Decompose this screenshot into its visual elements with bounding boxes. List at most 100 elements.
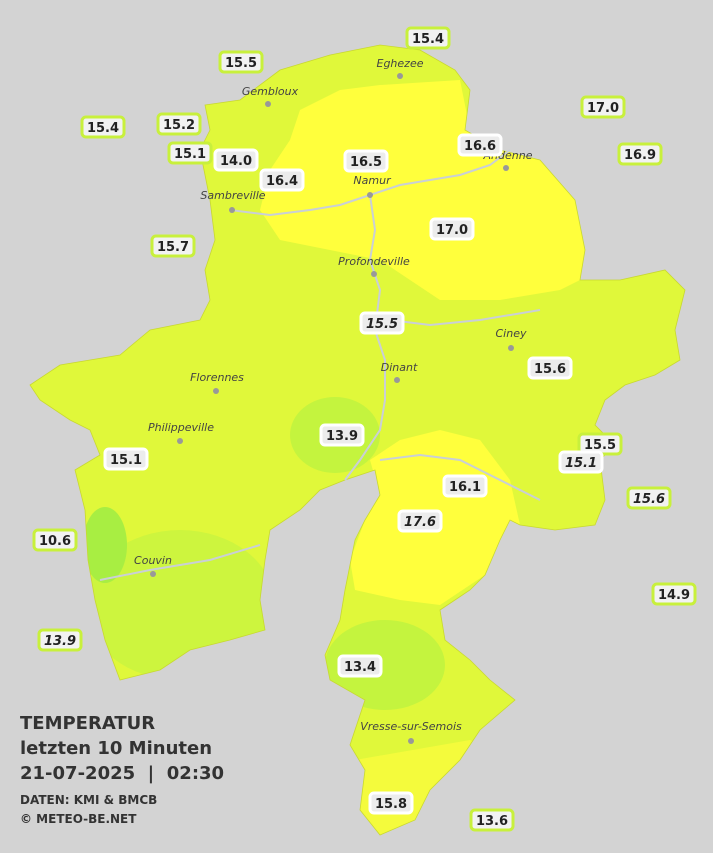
warm-zone	[260, 80, 585, 300]
station-box	[213, 148, 259, 172]
station-value: 17.0	[587, 101, 619, 116]
station: 15.2	[156, 112, 202, 136]
station-value: 15.1	[565, 456, 597, 471]
station-value: 14.9	[658, 588, 690, 603]
station: 13.6	[469, 808, 515, 832]
station: 15.1	[558, 450, 604, 474]
station-value: 17.0	[436, 223, 468, 238]
station: 15.5	[577, 432, 623, 456]
station-box	[37, 628, 83, 652]
city-label: Sambreville	[200, 189, 265, 202]
river	[99, 544, 261, 581]
city-dot	[265, 101, 271, 107]
station: 16.9	[617, 142, 663, 166]
city-dot	[508, 345, 514, 351]
station: 17.6	[397, 509, 443, 533]
station-value: 13.9	[44, 634, 76, 649]
station: 15.6	[626, 486, 672, 510]
station-box	[319, 423, 365, 447]
station-value: 16.4	[266, 174, 298, 189]
rivers	[99, 149, 541, 581]
station-box	[150, 234, 196, 258]
station: 15.1	[167, 141, 213, 165]
city-label: Eghezee	[377, 57, 424, 70]
city-dot	[213, 388, 219, 394]
station-box	[397, 509, 443, 533]
station-box	[80, 115, 126, 139]
city-dot	[229, 207, 235, 213]
station-box	[103, 447, 149, 471]
station-box	[558, 450, 604, 474]
station-value: 13.4	[344, 660, 376, 675]
station: 14.0	[213, 148, 259, 172]
cool-zone	[325, 620, 445, 710]
station-box	[651, 582, 697, 606]
station: 16.4	[259, 168, 305, 192]
city-label: Couvin	[134, 554, 172, 567]
city-dot	[408, 738, 414, 744]
city-dot	[367, 192, 373, 198]
station-value: 15.5	[225, 56, 257, 71]
legend-subtitle: letzten 10 Minuten	[20, 738, 212, 759]
station-box	[218, 50, 264, 74]
station-box	[405, 26, 451, 50]
city-label: Philippeville	[148, 421, 214, 434]
station-value: 15.4	[412, 32, 444, 47]
station-value: 15.8	[375, 797, 407, 812]
station: 15.4	[405, 26, 451, 50]
station-box	[469, 808, 515, 832]
station-value: 10.6	[39, 534, 71, 549]
station: 17.0	[429, 217, 475, 241]
city-dot	[371, 271, 377, 277]
city-dot	[177, 438, 183, 444]
city-label: Vresse-sur-Semois	[360, 720, 462, 733]
city-dot	[397, 73, 403, 79]
station: 14.9	[651, 582, 697, 606]
station-value: 15.6	[633, 492, 665, 507]
station-value: 16.5	[350, 155, 382, 170]
city-label: Namur	[353, 174, 392, 187]
station-value: 17.6	[404, 515, 436, 530]
legend: TEMPERATUR letzten 10 Minuten 21-07-2025…	[20, 713, 224, 826]
river	[229, 149, 511, 217]
station: 15.5	[359, 311, 405, 335]
river	[389, 309, 541, 327]
station-box	[442, 474, 488, 498]
legend-datetime: 21-07-2025 | 02:30	[20, 763, 224, 784]
stations: 15.4 15.5 17.0 15.4 15.2 16.6 15.1 14.0 16.9 16.5…	[32, 26, 697, 832]
station: 13.9	[319, 423, 365, 447]
station-box	[337, 654, 383, 678]
legend-copyright: © METEO-BE.NET	[20, 812, 137, 826]
station: 13.4	[337, 654, 383, 678]
station-box	[359, 311, 405, 335]
station: 16.1	[442, 474, 488, 498]
station: 15.6	[527, 356, 573, 380]
station-box	[457, 133, 503, 157]
station-value: 15.4	[87, 121, 119, 136]
station: 13.9	[37, 628, 83, 652]
cities: EghezeeGemblouxAndenneNamurSambrevillePr…	[134, 57, 533, 744]
station: 16.6	[457, 133, 503, 157]
station-value: 15.1	[174, 147, 206, 162]
city-dot	[503, 165, 509, 171]
legend-title: TEMPERATUR	[20, 713, 155, 734]
station-value: 16.9	[624, 148, 656, 163]
station-box	[527, 356, 573, 380]
station-value: 15.1	[110, 453, 142, 468]
city-dot	[150, 571, 156, 577]
station-value: 16.6	[464, 139, 496, 154]
station-box	[343, 149, 389, 173]
station-box	[167, 141, 213, 165]
city-dot	[394, 377, 400, 383]
station-box	[617, 142, 663, 166]
city-label: Ciney	[496, 327, 527, 340]
city-label: Gembloux	[242, 85, 299, 98]
station-value: 15.7	[157, 240, 189, 255]
station-box	[429, 217, 475, 241]
station: 15.8	[368, 791, 414, 815]
river	[379, 453, 541, 501]
station-value: 15.2	[163, 118, 195, 133]
station: 15.4	[80, 115, 126, 139]
station-box	[626, 486, 672, 510]
